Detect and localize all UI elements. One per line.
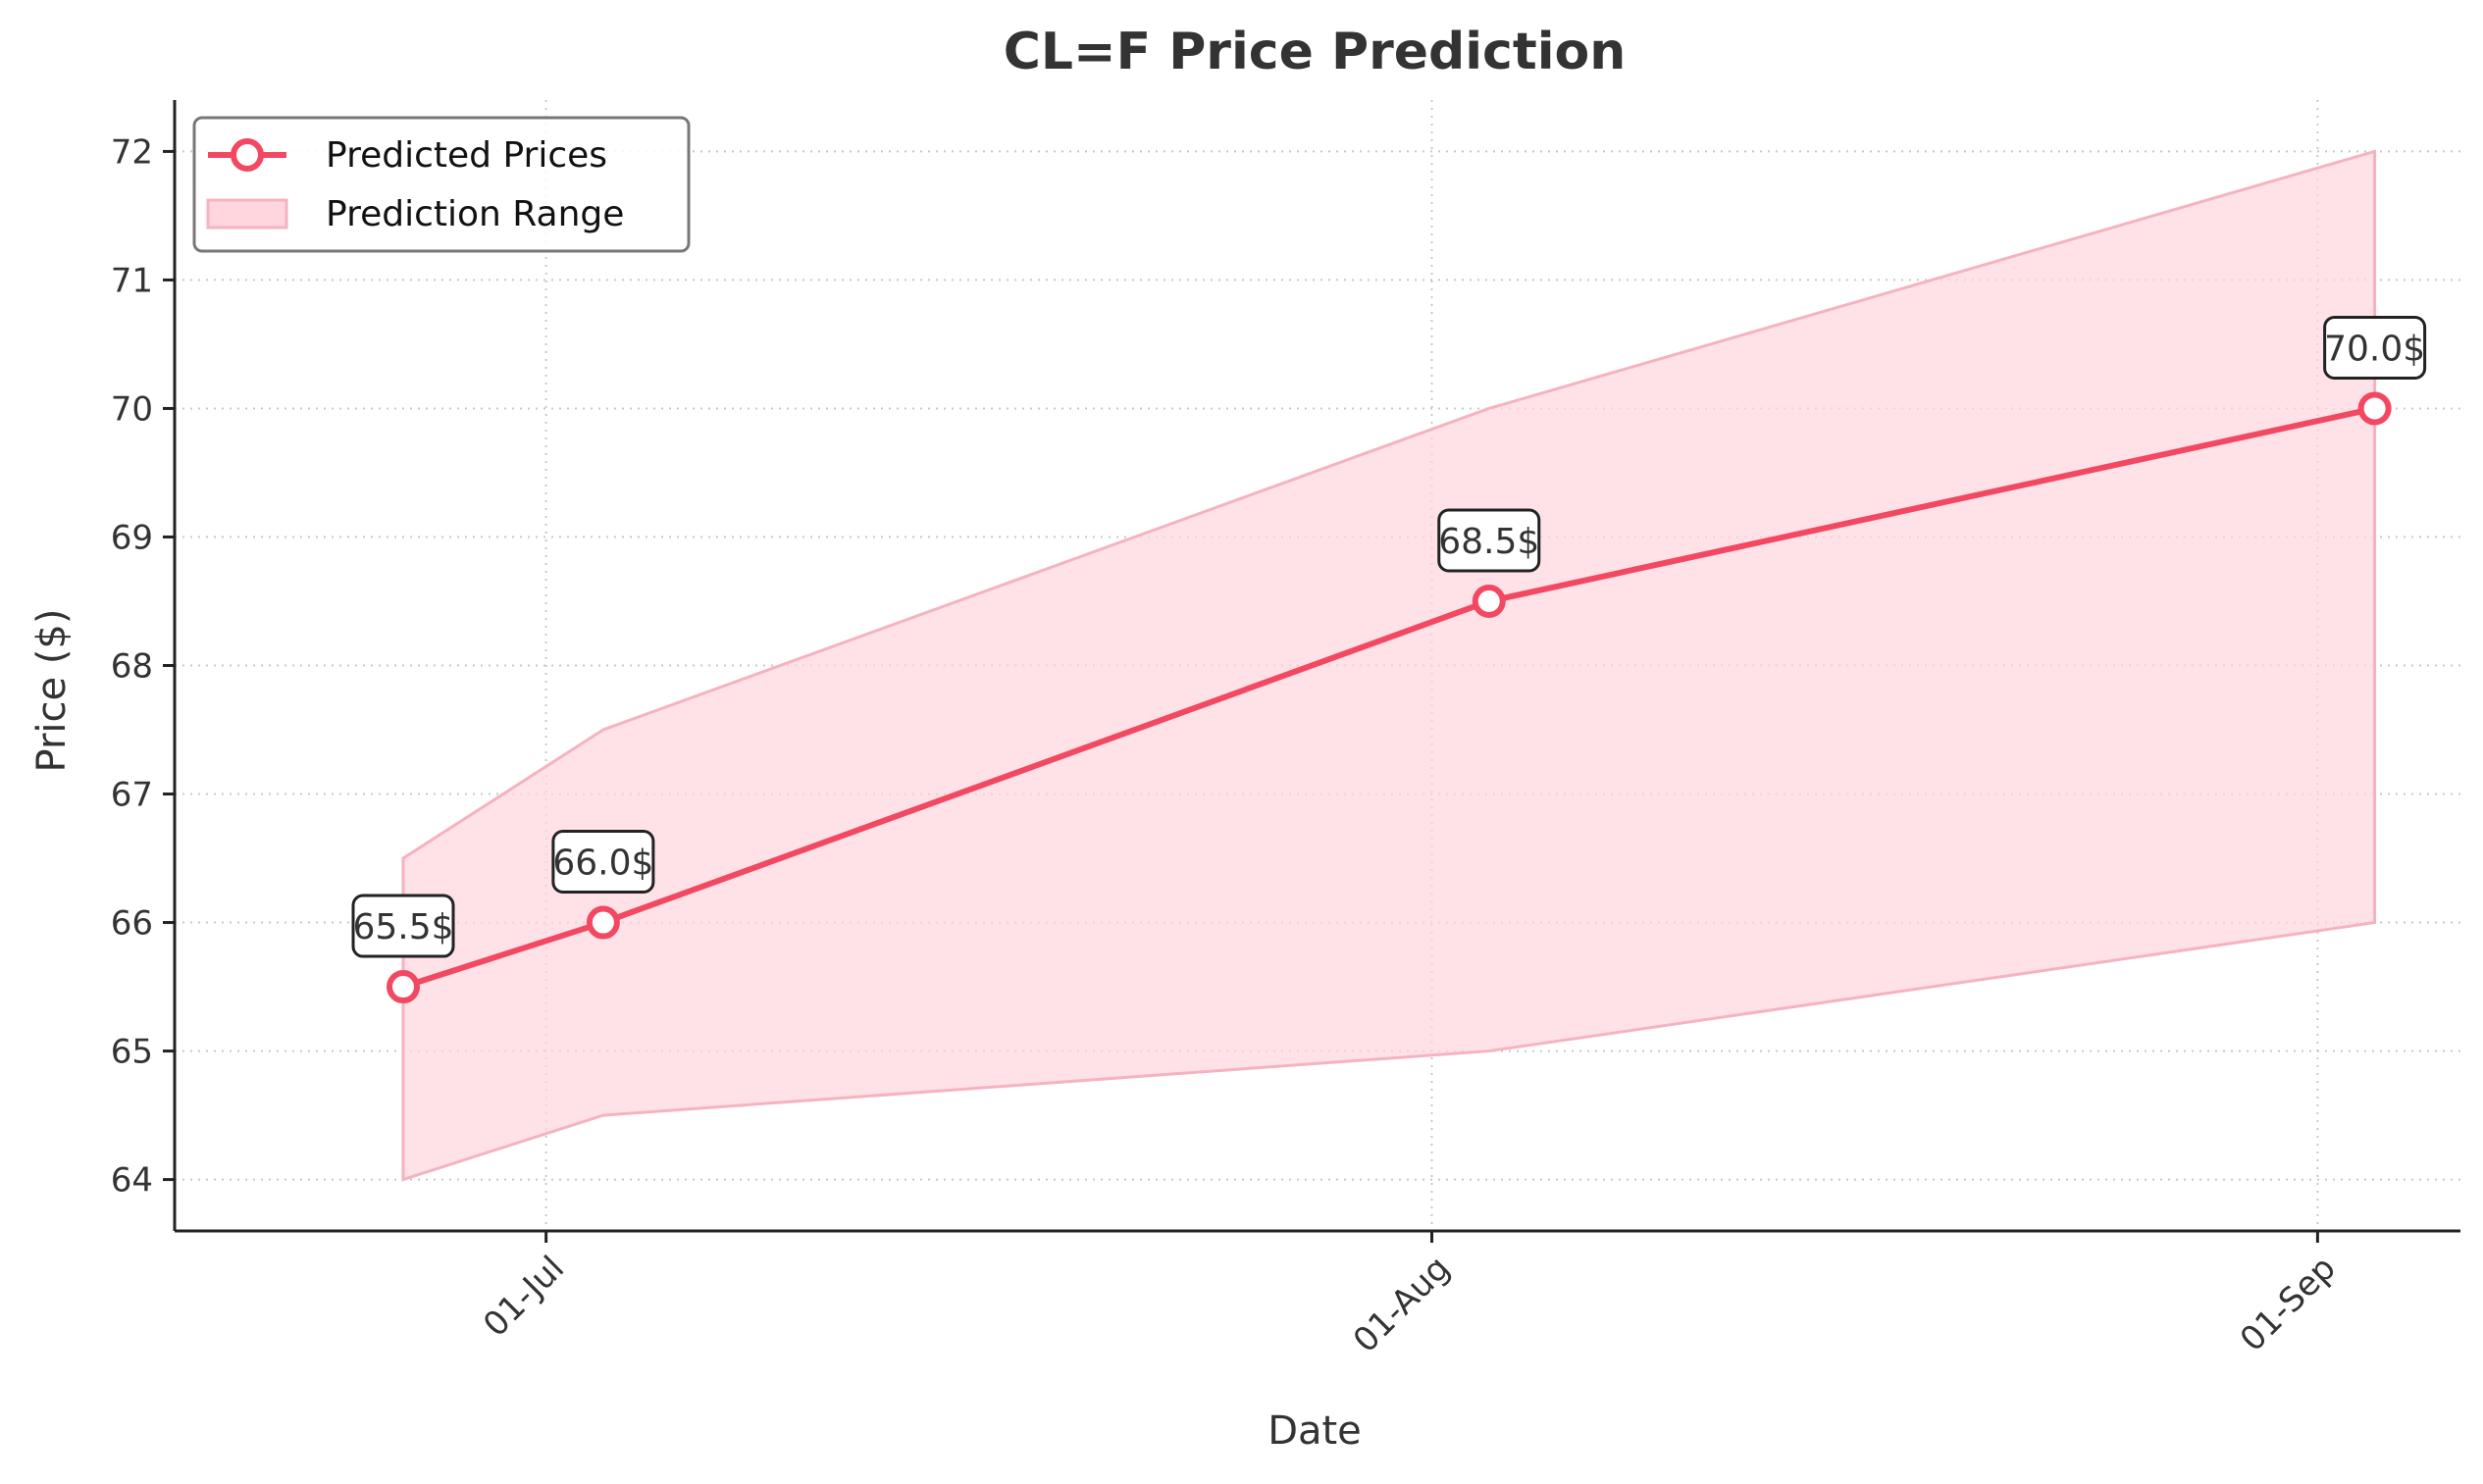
data-label: 70.0$	[2323, 315, 2427, 380]
x-axis-label: Date	[1267, 1408, 1362, 1454]
y-tick-label: 67	[111, 776, 153, 815]
data-label: 66.0$	[551, 830, 655, 895]
y-tick-label: 64	[111, 1161, 153, 1201]
x-tick-label: 01-Jul	[476, 1249, 572, 1345]
legend-label-range: Prediction Range	[326, 194, 624, 234]
data-label-box	[1437, 508, 1541, 573]
chart-title: CL=F Price Prediction	[1004, 23, 1627, 81]
y-tick-label: 68	[111, 647, 153, 687]
data-label-box	[551, 830, 655, 895]
y-tick-label: 65	[111, 1033, 153, 1072]
legend-band-swatch	[206, 198, 288, 230]
y-axis-ticks: 64 65 66 67 68 69 70 71 72	[111, 132, 175, 1201]
data-point	[2357, 391, 2392, 426]
y-tick-label: 72	[111, 132, 153, 172]
data-point	[586, 905, 620, 940]
data-point	[387, 970, 420, 1004]
legend-label-predicted: Predicted Prices	[326, 135, 607, 176]
x-tick-label: 01-Sep	[2233, 1249, 2344, 1359]
data-label-text: 65.5$	[352, 907, 453, 947]
prediction-range-area	[401, 149, 2377, 1182]
predicted-prices-series	[387, 391, 2392, 1004]
x-axis-ticks: 01-Jul 01-Aug 01-Sep	[476, 1231, 2344, 1360]
data-label-text: 66.0$	[552, 844, 653, 884]
legend-box	[192, 116, 691, 253]
y-tick-label: 66	[111, 904, 153, 944]
x-tick-label: 01-Aug	[1346, 1249, 1458, 1360]
y-tick-label: 71	[111, 261, 153, 300]
predicted-prices-line	[402, 405, 2376, 990]
data-point	[1472, 584, 1506, 618]
y-tick-label: 69	[111, 518, 153, 557]
legend: Predicted Prices Prediction Range	[192, 116, 691, 253]
prediction-range-band	[401, 149, 2377, 1182]
data-label-text: 70.0$	[2324, 329, 2425, 369]
data-labels: 65.5$ 66.0$ 68.5$ 70.0$	[351, 315, 2427, 958]
legend-marker-swatch	[231, 138, 264, 172]
data-label-box	[351, 894, 455, 958]
data-label: 68.5$	[1437, 508, 1541, 573]
data-label-box	[2323, 315, 2427, 380]
data-label: 65.5$	[351, 894, 455, 958]
y-tick-label: 70	[111, 389, 153, 429]
y-axis-label: Price ($)	[29, 609, 75, 773]
data-label-text: 68.5$	[1438, 522, 1539, 562]
